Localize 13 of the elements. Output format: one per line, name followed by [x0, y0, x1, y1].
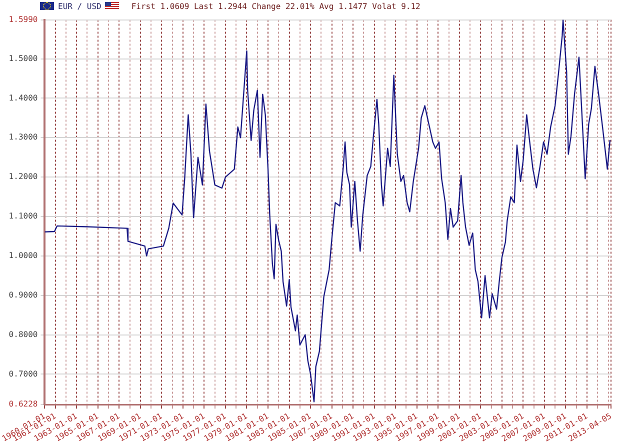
- y-tick-label: 1.3000: [8, 132, 38, 142]
- chart-subtitle: First 1.0609 Last 1.2944 Change 22.01% Avg 1.1477 Volat 9.12: [131, 2, 420, 10]
- y-tick-label: 1.1000: [8, 212, 38, 221]
- y-tick-label: 1.2000: [8, 172, 38, 182]
- y-tick-label: 1.5000: [8, 54, 38, 63]
- y-tick-label: 1.4000: [8, 93, 38, 102]
- y-tick-label: 0.9000: [8, 290, 38, 300]
- y-tick-label: 1.5990: [8, 14, 38, 24]
- y-tick-label: 0.7000: [8, 369, 38, 378]
- y-tick-label: 0.6228: [8, 400, 38, 409]
- y-tick-label: 0.8000: [8, 330, 38, 339]
- y-tick-label: 1.0000: [8, 250, 38, 260]
- chart-title: EUR / USD: [58, 2, 102, 10]
